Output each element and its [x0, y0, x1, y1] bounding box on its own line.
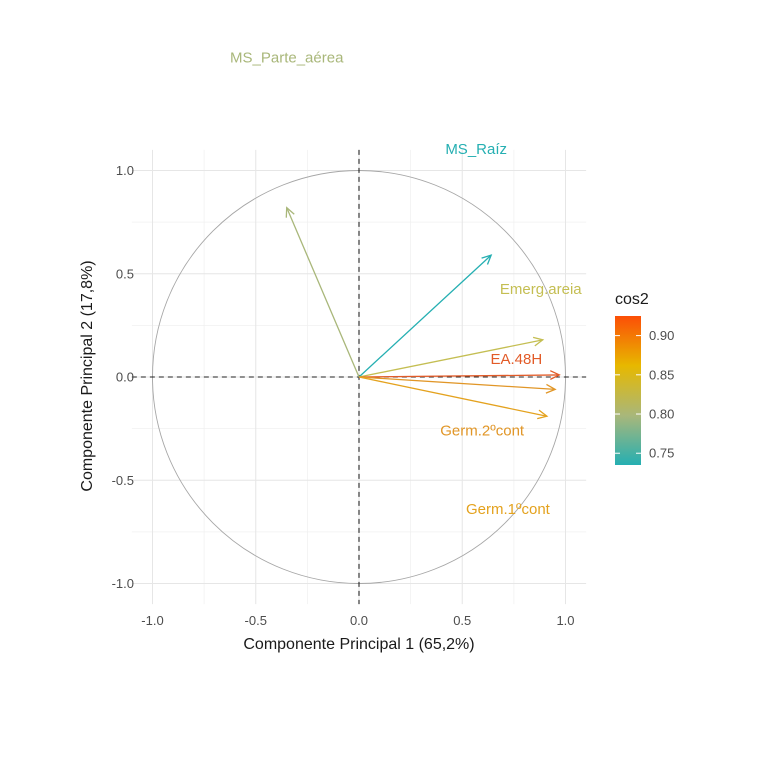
legend-tick-label: 0.85	[649, 367, 674, 382]
y-tick-label: 1.0	[116, 163, 134, 178]
arrow-head	[549, 370, 561, 380]
variable-label: Germ.2ºcont	[440, 422, 525, 439]
y-tick-label: -0.5	[112, 473, 134, 488]
arrow-head	[532, 336, 545, 347]
legend-tick-label: 0.80	[649, 407, 674, 422]
x-axis-title: Componente Principal 1 (65,2%)	[243, 636, 474, 653]
arrow-shaft	[358, 254, 492, 378]
arrow-head	[545, 383, 557, 394]
arrow-head	[537, 409, 549, 420]
arrow-shaft	[358, 374, 560, 378]
y-axis-title: Componente Principal 2 (17,8%)	[79, 260, 96, 491]
arrow-shaft	[286, 207, 360, 378]
variable-label: EA.48H	[490, 351, 542, 368]
variable-label: MS_Parte_aérea	[230, 50, 344, 67]
variable-label: Emerg.areia	[500, 281, 582, 298]
variable-arrow	[358, 336, 545, 378]
legend-colorbar	[615, 316, 641, 465]
variable-label: MS_Raíz	[445, 141, 507, 158]
legend-title: cos2	[615, 291, 649, 308]
x-tick-label: 1.0	[556, 613, 574, 628]
variable-arrow	[285, 206, 360, 378]
x-tick-label: 0.0	[350, 613, 368, 628]
y-tick-label: 0.0	[116, 370, 134, 385]
arrow-shaft	[358, 376, 548, 417]
arrow-head	[481, 254, 493, 265]
variable-labels: MS_Parte_aérea MS_Raíz Emerg.areia EA.48H Ge…	[230, 50, 582, 519]
legend-tick-label: 0.90	[649, 328, 674, 343]
cos2-legend: cos2 0.75 0.80 0.85 0.90	[615, 291, 674, 465]
arrow-head	[285, 206, 295, 218]
x-axis-ticks: -1.0 -0.5 0.0 0.5 1.0	[141, 613, 574, 628]
y-tick-label: 0.5	[116, 266, 134, 281]
legend-tick-label: 0.75	[649, 446, 674, 461]
x-tick-label: -1.0	[141, 613, 163, 628]
variable-arrow	[358, 254, 493, 378]
variable-arrows	[285, 206, 561, 420]
x-tick-label: 0.5	[453, 613, 471, 628]
variable-arrow	[358, 376, 557, 394]
variable-arrow	[358, 370, 561, 380]
arrow-shaft	[358, 339, 543, 378]
variable-label: Germ.1ºcont	[466, 501, 551, 518]
variable-arrow	[358, 376, 549, 420]
y-axis-ticks: -1.0 -0.5 0.0 0.5 1.0	[112, 163, 134, 591]
y-tick-label: -1.0	[112, 576, 134, 591]
arrow-shaft	[358, 376, 556, 391]
x-tick-label: -0.5	[245, 613, 267, 628]
